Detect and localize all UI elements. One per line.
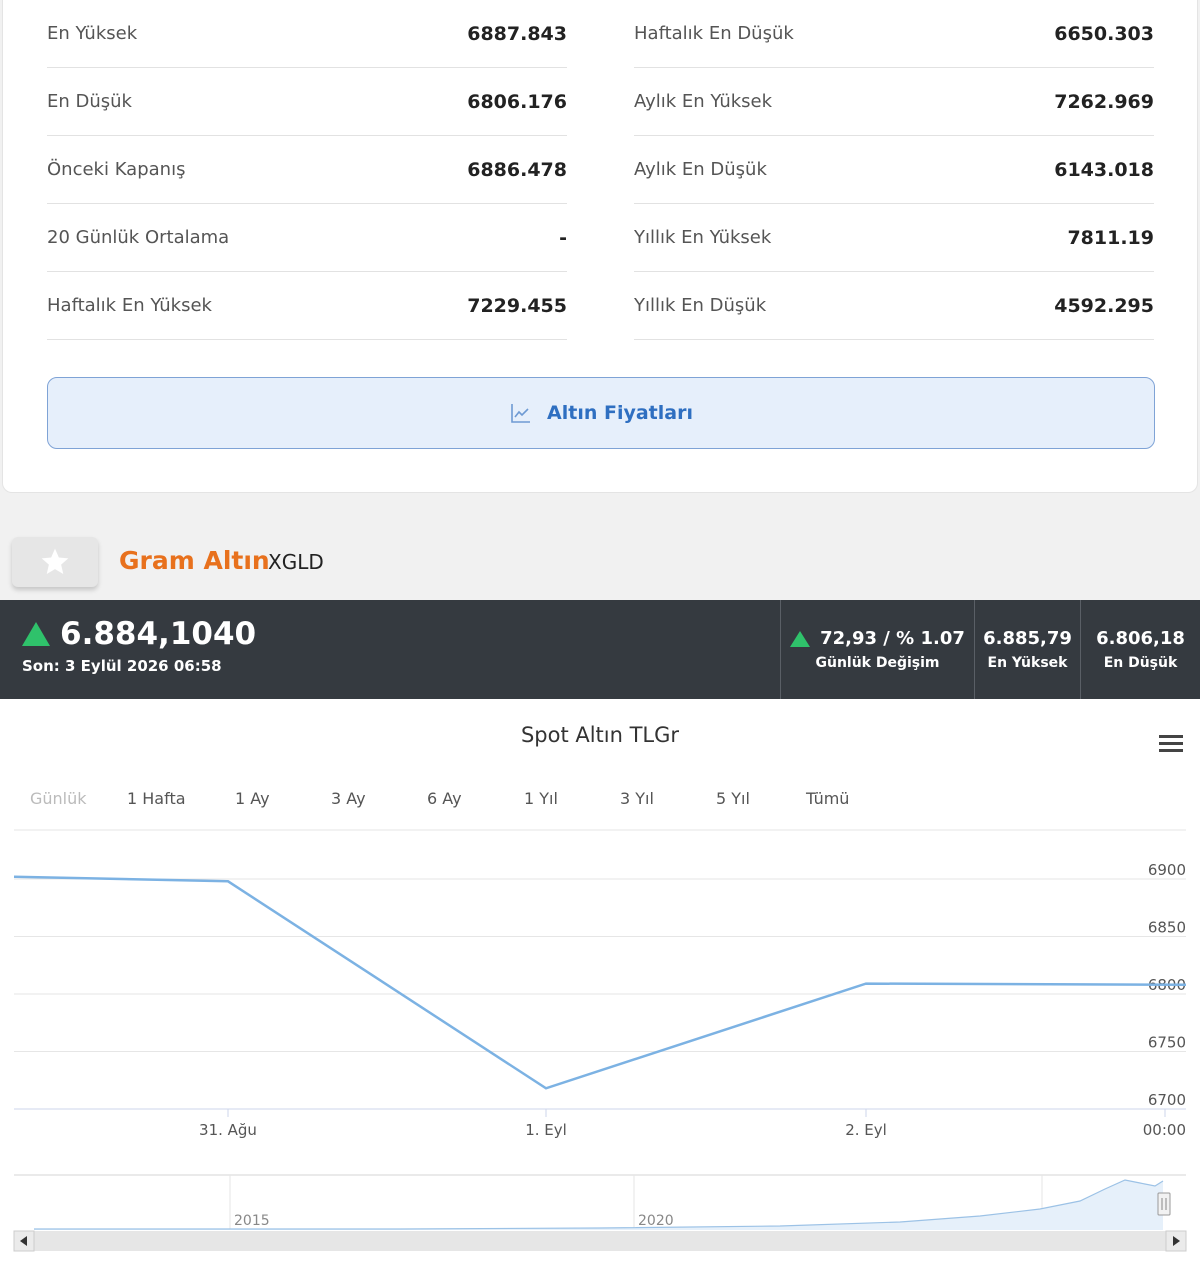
last-update: Son: 3 Eylül 2026 06:58: [22, 657, 222, 675]
x-tick-label: 00:00: [1143, 1121, 1186, 1139]
range-tab-1w[interactable]: 1 Hafta: [127, 789, 186, 808]
chart-title: Spot Altın TLGr: [520, 723, 680, 747]
stats-card: En Yüksek 6887.843 En Düşük 6806.176 Öncek…: [2, 0, 1198, 493]
stat-label: Haftalık En Yüksek: [47, 295, 212, 316]
stat-label: En Yüksek: [47, 23, 138, 44]
stat-row: En Yüksek 6887.843: [47, 0, 567, 68]
favorite-button[interactable]: [12, 537, 98, 587]
high-value: 6.885,79: [983, 628, 1072, 649]
chart-area: Spot Altın TLGr Günlük 1 Hafta 1 Ay 3 Ay…: [0, 699, 1200, 1270]
navigator[interactable]: 201520202025: [14, 1174, 1186, 1230]
asset-code: XGLD: [268, 550, 324, 574]
range-tab-all[interactable]: Tümü: [806, 789, 850, 808]
stat-value: 6650.303: [1054, 22, 1154, 45]
range-tab-6m[interactable]: 6 Ay: [427, 789, 462, 808]
stat-value: 6887.843: [467, 22, 567, 45]
y-tick-label: 6850: [1148, 919, 1186, 937]
gold-prices-button[interactable]: Altın Fiyatları: [47, 377, 1155, 449]
line-chart-icon: [511, 404, 531, 423]
stat-label: En Düşük: [47, 91, 132, 112]
navigator-tick-label: 2015: [234, 1213, 270, 1229]
range-tabs: Günlük 1 Hafta 1 Ay 3 Ay 6 Ay 1 Yıl 3 Yı…: [0, 789, 1200, 809]
stat-row: Aylık En Yüksek 7262.969: [634, 68, 1154, 136]
stat-value: 6143.018: [1054, 158, 1154, 181]
series-line: [13, 875, 1187, 1090]
navigator-tick-label: 2020: [638, 1213, 674, 1229]
gold-prices-button-label: Altın Fiyatları: [547, 402, 693, 424]
navigator-line: [34, 1179, 1164, 1230]
low-cell: 6.806,18 En Düşük: [1080, 600, 1200, 699]
stat-value: 7811.19: [1067, 226, 1154, 249]
stat-label: Haftalık En Düşük: [634, 23, 794, 44]
stats-column-left: En Yüksek 6887.843 En Düşük 6806.176 Öncek…: [47, 0, 567, 340]
stat-value: 7262.969: [1054, 90, 1154, 113]
stat-row: Yıllık En Düşük 4592.295: [634, 272, 1154, 340]
stat-row: Aylık En Düşük 6143.018: [634, 136, 1154, 204]
low-value: 6.806,18: [1096, 628, 1185, 649]
range-tab-daily[interactable]: Günlük: [30, 789, 87, 808]
x-tick-label: 1. Eyl: [525, 1121, 567, 1139]
scrollbar-track[interactable]: [14, 1231, 1186, 1251]
stat-label: Yıllık En Düşük: [634, 295, 767, 316]
range-tab-1m[interactable]: 1 Ay: [235, 789, 270, 808]
stat-value: 4592.295: [1054, 294, 1154, 317]
stat-label: Önceki Kapanış: [47, 159, 186, 180]
stat-value: 7229.455: [467, 294, 567, 317]
high-label: En Yüksek: [987, 655, 1068, 671]
current-price: 6.884,1040: [22, 616, 256, 652]
low-label: En Düşük: [1103, 655, 1178, 671]
navigator-area: [34, 1180, 1163, 1230]
gridlines: [14, 878, 1186, 1110]
stat-row: Yıllık En Yüksek 7811.19: [634, 204, 1154, 272]
price-bar: 6.884,1040 Son: 3 Eylül 2026 06:58 72,93…: [0, 600, 1200, 699]
stat-row: Önceki Kapanış 6886.478: [47, 136, 567, 204]
y-tick-label: 6900: [1148, 861, 1186, 879]
stat-value: 6806.176: [467, 90, 567, 113]
y-tick-label: 6700: [1148, 1091, 1186, 1109]
scrollbar[interactable]: [13, 1230, 1187, 1252]
up-arrow-icon: [790, 630, 811, 647]
range-tab-1y[interactable]: 1 Yıl: [524, 789, 558, 808]
range-tab-3y[interactable]: 3 Yıl: [620, 789, 654, 808]
daily-change-cell: 72,93 / % 1.07 Günlük Değişim: [780, 600, 974, 699]
stat-row: Haftalık En Yüksek 7229.455: [47, 272, 567, 340]
x-axis-ticks: 31. Ağu 1. Eyl 2. Eyl 00:00: [199, 1109, 1186, 1139]
daily-change-label: Günlük Değişim: [815, 655, 940, 671]
stat-row: Haftalık En Düşük 6650.303: [634, 0, 1154, 68]
high-cell: 6.885,79 En Yüksek: [974, 600, 1080, 699]
arrow-left-icon: [20, 1236, 27, 1246]
stat-label: 20 Günlük Ortalama: [47, 227, 230, 248]
menu-icon[interactable]: [1158, 733, 1184, 755]
range-tab-3m[interactable]: 3 Ay: [331, 789, 366, 808]
current-price-value: 6.884,1040: [60, 616, 257, 652]
x-tick-label: 31. Ağu: [199, 1121, 257, 1139]
stat-row: 20 Günlük Ortalama -: [47, 204, 567, 272]
y-tick-label: 6750: [1148, 1034, 1186, 1052]
stat-label: Aylık En Düşük: [634, 159, 767, 180]
stat-value: -: [559, 226, 567, 249]
stat-row: En Düşük 6806.176: [47, 68, 567, 136]
range-tab-5y[interactable]: 5 Yıl: [716, 789, 750, 808]
stat-label: Aylık En Yüksek: [634, 91, 773, 112]
up-arrow-icon: [22, 622, 50, 646]
star-icon: [41, 548, 69, 574]
stats-column-right: Haftalık En Düşük 6650.303 Aylık En Yükse…: [634, 0, 1154, 340]
stat-label: Yıllık En Yüksek: [634, 227, 772, 248]
arrow-right-icon: [1173, 1236, 1180, 1246]
x-tick-label: 2. Eyl: [845, 1121, 887, 1139]
stat-value: 6886.478: [467, 158, 567, 181]
navigator-handle[interactable]: [1157, 1192, 1171, 1216]
daily-change-value: 72,93 / % 1.07: [820, 628, 965, 649]
asset-name: Gram Altın: [119, 546, 270, 575]
